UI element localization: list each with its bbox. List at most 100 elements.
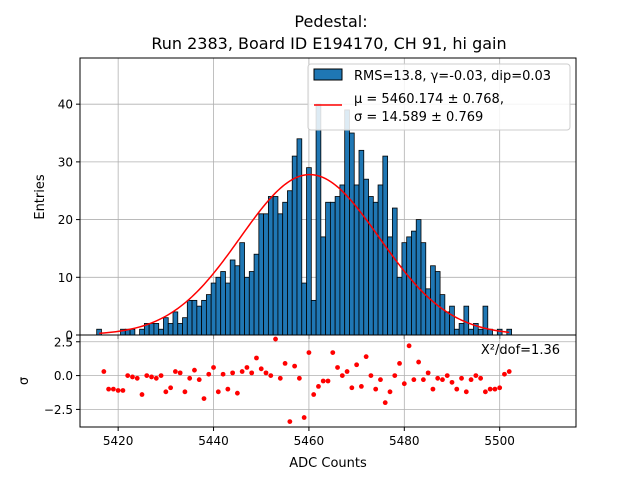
histogram-y-tick-label: 20 xyxy=(58,213,73,227)
histogram-bar xyxy=(234,265,241,336)
residual-point xyxy=(358,384,364,389)
residual-point xyxy=(206,371,212,377)
residual-point xyxy=(306,350,312,355)
histogram-bar xyxy=(282,201,288,336)
histogram-bar xyxy=(96,328,102,336)
residual-point xyxy=(335,365,340,370)
residual-point xyxy=(296,375,302,381)
histogram-bar xyxy=(177,323,183,336)
residual-point xyxy=(330,350,336,355)
residual-point xyxy=(168,385,174,391)
residual-point xyxy=(325,378,331,384)
residual-point xyxy=(120,388,126,393)
residual-point xyxy=(397,361,402,366)
histogram-bar xyxy=(372,201,379,336)
x-tick-label: 5500 xyxy=(484,434,515,448)
residual-point xyxy=(459,375,464,381)
residual-y-tick-label: −2.5 xyxy=(44,403,73,417)
residual-point xyxy=(401,381,407,387)
residual-point xyxy=(487,386,493,392)
histogram-bar xyxy=(401,242,408,336)
legend-fit-label-line-1: μ = 5460.174 ± 0.768, xyxy=(354,92,504,107)
residual-point xyxy=(416,359,422,365)
residual-point xyxy=(492,386,498,392)
residual-point xyxy=(435,375,441,381)
residual-point xyxy=(468,377,474,383)
x-tick-label: 5480 xyxy=(389,434,420,448)
histogram-bar xyxy=(358,149,365,336)
residual-point xyxy=(502,371,507,377)
histogram-bar xyxy=(339,184,346,336)
histogram-bar xyxy=(320,236,327,336)
histogram-bar xyxy=(301,282,307,336)
histogram-bar xyxy=(468,328,474,336)
histogram-bar xyxy=(439,294,446,336)
residual-point xyxy=(497,385,503,391)
histogram-bar xyxy=(415,219,422,336)
histogram-y-tick-label: 40 xyxy=(58,98,73,112)
histogram-bar xyxy=(444,311,451,336)
legend-fit-label-line-2: σ = 14.589 ± 0.769 xyxy=(354,110,483,125)
residual-grid xyxy=(80,335,576,427)
histogram-bar xyxy=(229,259,236,336)
histogram-bar xyxy=(453,328,460,336)
x-tick-label: 5420 xyxy=(103,434,134,448)
residual-point xyxy=(177,370,183,376)
residual-point xyxy=(153,375,159,381)
residual-point xyxy=(182,389,188,395)
residual-point xyxy=(149,374,154,380)
residual-point xyxy=(215,389,221,395)
histogram-bar xyxy=(239,242,245,336)
residual-point xyxy=(254,355,259,361)
residual-point xyxy=(225,386,231,392)
residual-point xyxy=(234,390,240,396)
histogram-bar xyxy=(248,271,255,336)
residual-point xyxy=(440,377,445,383)
histogram-bar xyxy=(220,271,226,336)
histogram-y-axis-label: Entries xyxy=(33,174,48,220)
residual-point xyxy=(430,386,436,392)
histogram-y-tick-label: 10 xyxy=(58,271,73,285)
residual-point xyxy=(158,373,164,378)
residual-points xyxy=(101,336,512,424)
residual-y-axis-label: σ xyxy=(17,377,32,385)
residual-point xyxy=(110,386,116,392)
chart-title-line-1: Pedestal: xyxy=(294,12,367,31)
residual-point xyxy=(411,377,417,383)
residual-point xyxy=(244,365,250,370)
residual-point xyxy=(406,343,412,349)
residual-point xyxy=(292,363,298,369)
residual-point xyxy=(258,366,264,372)
histogram-bar xyxy=(482,305,489,336)
histogram-y-tick-label: 0 xyxy=(65,329,73,343)
histogram-y-axis-ticks: 0 10 20 30 40 xyxy=(58,98,80,343)
residual-point xyxy=(239,369,245,374)
residual-point xyxy=(373,386,379,392)
histogram-bar xyxy=(377,184,384,336)
histogram-panel: 0 10 20 30 40 Entries RMS=13.8, γ=-0.03, dip… xyxy=(33,57,577,343)
histogram-bar xyxy=(186,299,193,336)
residual-point xyxy=(277,375,283,381)
residual-point xyxy=(144,373,150,378)
chart-title-line-2: Run 2383, Board ID E194170, CH 91, hi ga… xyxy=(151,34,506,53)
histogram-bar xyxy=(182,317,188,336)
residual-point xyxy=(368,373,374,378)
residual-point xyxy=(115,388,121,393)
histogram-bar xyxy=(201,299,207,336)
histogram-bar xyxy=(306,167,312,336)
residual-point xyxy=(130,374,135,380)
histogram-bar xyxy=(139,328,145,336)
histogram-bar xyxy=(334,196,341,336)
residual-point xyxy=(478,375,484,381)
residual-point xyxy=(196,377,202,383)
histogram-bar xyxy=(263,213,269,336)
histogram-bar xyxy=(477,328,484,336)
histogram-bar xyxy=(396,276,403,336)
histogram-bar xyxy=(258,213,265,336)
histogram-bar xyxy=(167,323,174,336)
legend-box xyxy=(307,63,571,131)
gaussian-fit-line xyxy=(99,173,510,335)
gaussian-fit-curve xyxy=(99,173,510,335)
histogram-bar xyxy=(310,299,317,336)
histogram-bar xyxy=(253,253,260,336)
